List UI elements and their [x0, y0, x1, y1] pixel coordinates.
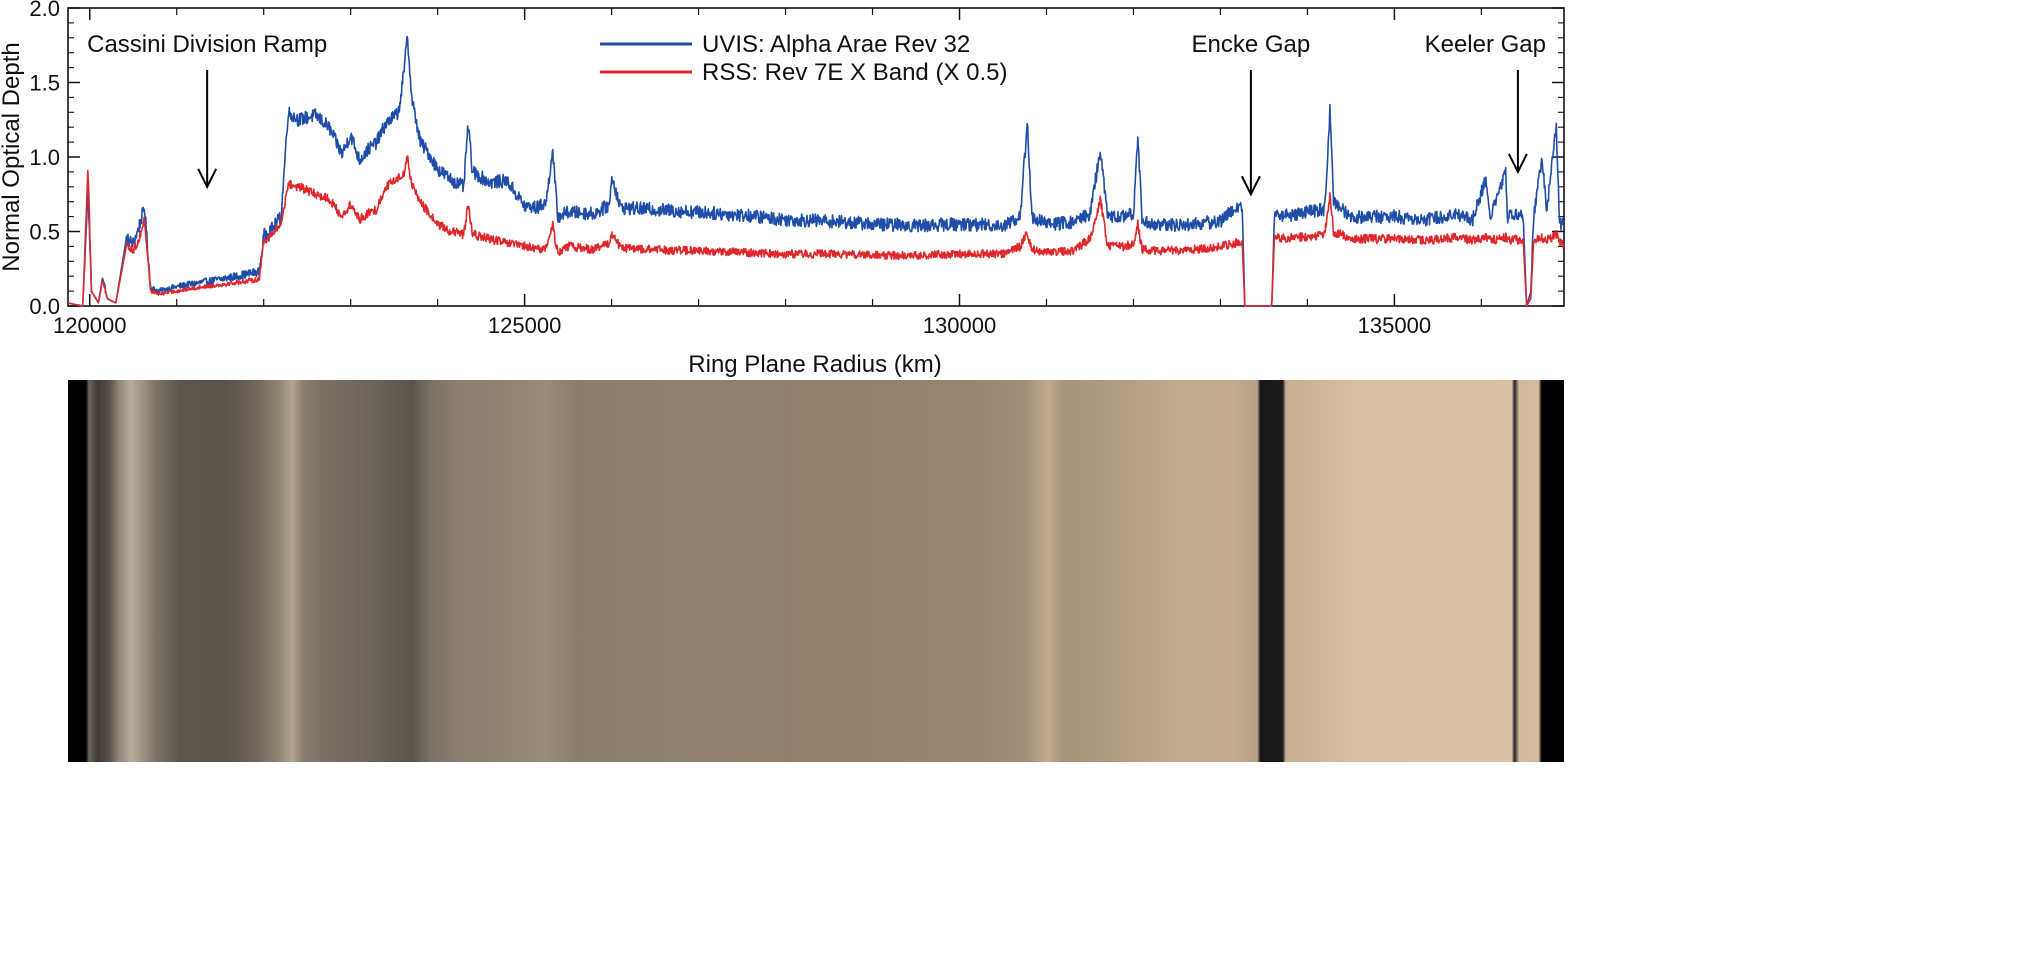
series-line-rss	[67, 155, 1565, 307]
annotation-arrow-head	[1240, 175, 1261, 197]
axis-ticks	[68, 7, 1564, 307]
series-line-uvis	[67, 35, 1565, 307]
x-tick-label: 125000	[488, 313, 561, 338]
axis-tick-labels: 120000 125000 130000 135000 0.0 0.5 1.0 1.5 2.0	[29, 0, 1431, 338]
y-tick-label: 1.0	[29, 145, 60, 170]
x-tick-label: 130000	[923, 313, 996, 338]
y-tick-label: 2.0	[29, 0, 60, 21]
annotation-layer: Cassini Division Ramp Encke Gap Keeler Gap	[87, 31, 1546, 197]
legend: UVIS: Alpha Arae Rev 32 RSS: Rev 7E X Ba…	[600, 31, 1007, 86]
annotation-arrow-head	[197, 168, 218, 190]
ring-image-strip	[68, 380, 1564, 762]
x-tick-label: 135000	[1358, 313, 1431, 338]
x-axis-label: Ring Plane Radius (km)	[688, 351, 941, 378]
y-tick-label: 1.5	[29, 71, 60, 96]
ring-image	[68, 380, 1564, 762]
annotation-label: Encke Gap	[1192, 31, 1311, 58]
series-layer	[67, 35, 1565, 307]
legend-label-uvis: UVIS: Alpha Arae Rev 32	[702, 31, 970, 58]
y-tick-label: 0.5	[29, 220, 60, 245]
x-tick-label: 120000	[53, 313, 126, 338]
annotation-arrow-head	[1508, 153, 1528, 175]
legend-label-rss: RSS: Rev 7E X Band (X 0.5)	[702, 59, 1007, 86]
annotation-label: Cassini Division Ramp	[87, 31, 327, 58]
plot-area: 120000 125000 130000 1350000.00.51.01.52.0 …	[29, 0, 1565, 338]
y-axis-label: Normal Optical Depth	[0, 42, 25, 271]
annotation-label: Keeler Gap	[1425, 31, 1546, 58]
y-tick-label: 0.0	[29, 294, 60, 319]
